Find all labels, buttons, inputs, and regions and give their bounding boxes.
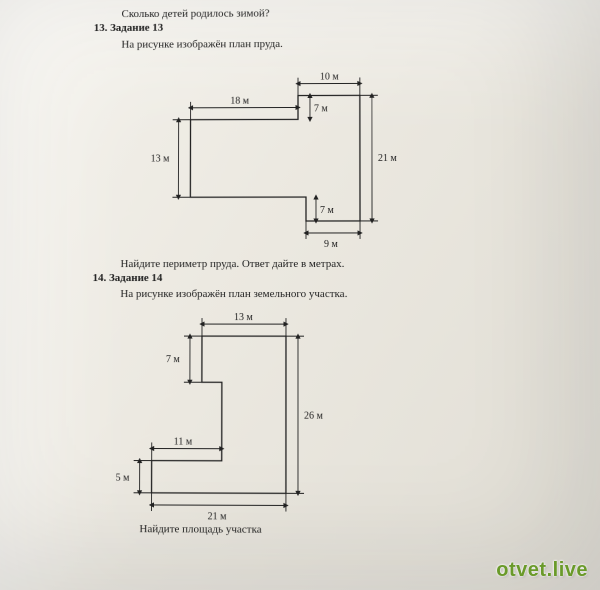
task14-label: 14. Задание 14 xyxy=(93,272,163,284)
dim-top-outer: 10 м xyxy=(320,72,339,83)
dim2-right: 26 м xyxy=(304,411,324,422)
dim2-bottom: 21 м xyxy=(208,511,228,522)
task14-text: На рисунке изображён план земельного уча… xyxy=(120,288,347,300)
dim2-left-top: 7 м xyxy=(166,354,181,365)
watermark: otvet.live xyxy=(496,559,588,582)
plot-diagram: 13 м 7 м 11 м 26 м 5 м 21 xyxy=(109,302,360,527)
dim-notch-bot: 7 м xyxy=(320,205,335,216)
prev-question-tail: Сколько детей родилось зимой? xyxy=(122,8,270,21)
task14-question: Найдите площадь участка xyxy=(139,523,261,536)
task13-question: Найдите периметр пруда. Ответ дайте в ме… xyxy=(120,258,344,270)
pond-diagram: 10 м 18 м 7 м 13 м 21 м 7 м xyxy=(150,55,410,258)
dim-top-inner: 18 м xyxy=(230,96,249,107)
dim2-top: 13 м xyxy=(234,312,254,323)
dim2-mid: 11 м xyxy=(174,436,193,447)
dim-bottom: 9 м xyxy=(324,239,339,250)
dim-notch-top: 7 м xyxy=(314,103,329,114)
dim-left: 13 м xyxy=(151,153,170,164)
task13-label: 13. Задание 13 xyxy=(94,22,163,34)
dim2-left-bot: 5 м xyxy=(116,473,131,484)
dim-right: 21 м xyxy=(378,153,398,164)
task13-text: На рисунке изображён план пруда. xyxy=(121,38,282,51)
